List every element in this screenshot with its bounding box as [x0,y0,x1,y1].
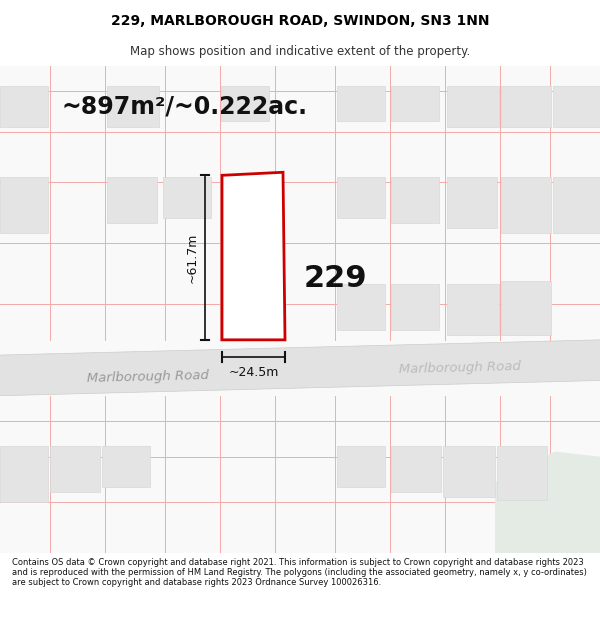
Bar [447,86,499,126]
Bar [337,284,385,330]
Bar [50,446,100,493]
Bar [0,86,48,126]
Bar [391,86,439,121]
Text: Contains OS data © Crown copyright and database right 2021. This information is : Contains OS data © Crown copyright and d… [12,558,587,588]
Bar [0,446,48,503]
Bar [107,86,159,126]
Text: ~24.5m: ~24.5m [229,366,278,379]
Bar [501,281,551,335]
Bar [501,86,551,126]
Bar [337,177,385,218]
Text: ~897m²/~0.222ac.: ~897m²/~0.222ac. [62,94,308,118]
Polygon shape [0,340,600,396]
Text: Marlborough Road: Marlborough Road [399,360,521,376]
Bar [391,284,439,330]
Polygon shape [222,173,285,340]
Text: ~61.7m: ~61.7m [185,232,199,282]
Text: Marlborough Road: Marlborough Road [87,369,209,386]
Bar [553,86,600,126]
Bar [391,446,441,493]
Bar [0,177,48,233]
Bar [497,446,547,500]
Bar [447,177,497,228]
Text: 229, MARLBOROUGH ROAD, SWINDON, SN3 1NN: 229, MARLBOROUGH ROAD, SWINDON, SN3 1NN [111,14,489,28]
Bar [553,177,600,233]
Text: 229: 229 [303,264,367,293]
Polygon shape [495,451,600,553]
Text: Map shows position and indicative extent of the property.: Map shows position and indicative extent… [130,46,470,58]
Bar [107,177,157,223]
Bar [163,177,211,218]
Bar [391,177,439,223]
Bar [102,446,150,487]
Bar [443,446,495,498]
Bar [221,86,269,121]
Bar [501,177,551,233]
Bar [337,86,385,121]
Bar [337,446,385,487]
Bar [447,284,499,335]
